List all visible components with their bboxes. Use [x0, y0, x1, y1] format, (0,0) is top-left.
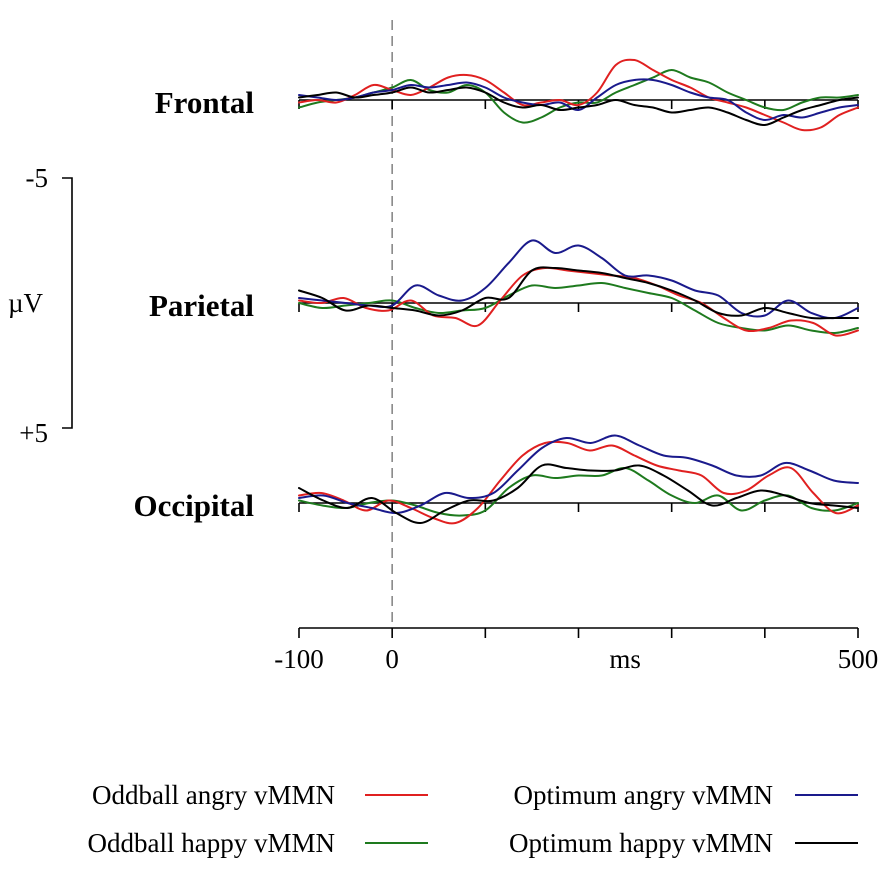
legend-label-oddball-angry: Oddball angry vMMN: [92, 780, 335, 810]
scale-bar-line: [62, 177, 73, 429]
legend-label-optimum-angry: Optimum angry vMMN: [514, 780, 774, 810]
trace-frontal-oddball-angry-vmmn: [298, 58, 859, 132]
trace-parietal-optimum-angry-vmmn: [298, 239, 859, 320]
scale-bar-top-label: -5: [26, 163, 49, 193]
trace-occipital-oddball-angry-vmmn: [298, 440, 859, 525]
trace-frontal-optimum-happy-vmmn: [298, 86, 859, 127]
panel-frontal: [298, 58, 859, 132]
x-tick-label-minus-100: -100: [274, 644, 324, 674]
trace-frontal-oddball-happy-vmmn: [298, 69, 859, 124]
scale-bar-unit-label: µV: [8, 288, 44, 318]
legend-label-oddball-happy: Oddball happy vMMN: [88, 828, 335, 858]
amplitude-scale-bar: -5 µV +5: [8, 163, 73, 448]
x-tick-label-0: 0: [385, 644, 399, 674]
region-label-parietal: Parietal: [149, 288, 254, 323]
region-label-frontal: Frontal: [155, 85, 255, 120]
x-axis-title: ms: [609, 644, 641, 674]
x-tick-label-500: 500: [838, 644, 879, 674]
trace-parietal-optimum-happy-vmmn: [298, 266, 859, 320]
legend: Oddball angry vMMN Optimum angry vMMN Od…: [88, 780, 858, 858]
trace-occipital-optimum-happy-vmmn: [298, 463, 859, 525]
trace-frontal-optimum-angry-vmmn: [298, 78, 859, 122]
panel-parietal: [298, 239, 859, 337]
region-label-occipital: Occipital: [133, 488, 254, 523]
trace-parietal-oddball-happy-vmmn: [298, 281, 859, 335]
trace-parietal-oddball-angry-vmmn: [298, 266, 859, 337]
panel-occipital: [298, 434, 859, 525]
legend-label-optimum-happy: Optimum happy vMMN: [509, 828, 773, 858]
x-axis: -100 0 500 ms: [274, 627, 879, 674]
scale-bar-bottom-label: +5: [19, 418, 48, 448]
x-axis-ticks: [298, 628, 859, 638]
